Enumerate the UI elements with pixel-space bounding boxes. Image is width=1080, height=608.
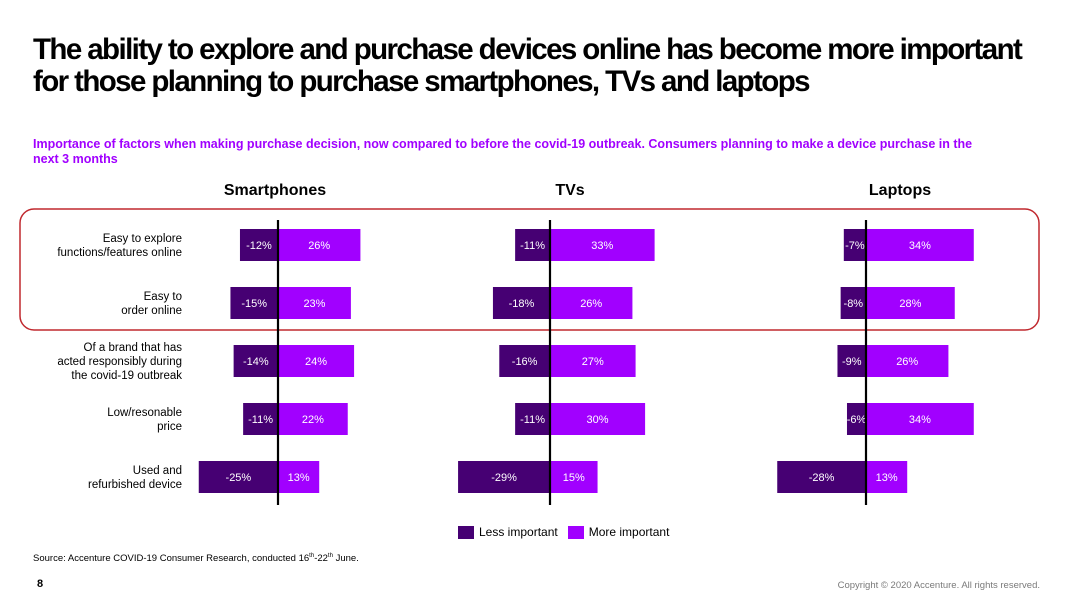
bar-more [866, 461, 908, 493]
legend-swatch-less [458, 525, 474, 539]
bar-less [492, 287, 550, 319]
bar-more [866, 229, 974, 261]
bar-less-label: -29% [491, 472, 517, 484]
bar-less [243, 403, 278, 435]
bar-less-label: -25% [226, 472, 252, 484]
bar-more-label: 26% [580, 298, 602, 310]
chart-legend: Less important More important [458, 525, 679, 539]
bar-more-label: 33% [591, 240, 613, 252]
bar-less [837, 345, 866, 377]
source-middle: -22 [314, 553, 328, 565]
bar-less [843, 229, 866, 261]
legend-label-less: Less important [479, 525, 558, 539]
bar-more-label: 34% [909, 240, 931, 252]
bar-more-label: 26% [896, 356, 918, 368]
source-sup-1: th [309, 553, 315, 559]
bar-less [499, 345, 550, 377]
bar-more [278, 345, 355, 377]
bar-more-label: 23% [303, 298, 325, 310]
bar-more [550, 403, 646, 435]
bar-more [278, 229, 361, 261]
bar-less [515, 403, 550, 435]
bar-less [233, 345, 278, 377]
bar-less-label: -18% [509, 298, 535, 310]
bar-more [278, 461, 320, 493]
source-sup-2: th [327, 553, 333, 559]
panel-title: TVs [555, 182, 584, 199]
bar-more [866, 345, 949, 377]
category-label: Easy to explore functions/features online [57, 233, 182, 259]
bar-less [840, 287, 866, 319]
panel-title: Laptops [869, 182, 931, 199]
legend-item-less: Less important [458, 525, 558, 539]
bar-more-label: 27% [582, 356, 604, 368]
bar-more [550, 229, 655, 261]
category-label: Used and refurbished device [88, 465, 182, 491]
diverging-bar-chart: Easy to explore functions/features online… [19, 182, 1040, 505]
bar-less [458, 461, 550, 493]
highlight-box [19, 208, 1040, 331]
category-label: Low/resonable price [107, 407, 182, 433]
bar-less-label: -12% [246, 240, 272, 252]
bar-less [239, 229, 278, 261]
source-note: Source: Accenture COVID-19 Consumer Rese… [33, 553, 359, 564]
bar-more [550, 345, 636, 377]
bar-more-label: 22% [302, 414, 324, 426]
bar-more [278, 287, 351, 319]
bar-less-label: -9% [842, 356, 862, 368]
bar-less [777, 461, 866, 493]
source-prefix: Source: Accenture COVID-19 Consumer Rese… [33, 553, 310, 565]
page-number: 8 [37, 578, 44, 590]
bar-more [278, 403, 348, 435]
bar-less-label: -6% [847, 414, 867, 426]
bar-more [550, 461, 598, 493]
bar-more-label: 24% [305, 356, 327, 368]
page-title: The ability to explore and purchase devi… [33, 33, 1023, 98]
bar-less-label: -28% [809, 472, 835, 484]
category-label: Easy to order online [121, 291, 182, 317]
bar-more [866, 287, 955, 319]
bar-more-label: 34% [909, 414, 931, 426]
bar-more-label: 13% [288, 472, 310, 484]
bar-more [550, 287, 633, 319]
bar-more-label: 15% [563, 472, 585, 484]
bar-more-label: 26% [308, 240, 330, 252]
bar-more [866, 403, 974, 435]
bar-less-label: -15% [241, 298, 267, 310]
legend-label-more: More important [588, 525, 670, 539]
bar-less-label: -11% [520, 240, 545, 252]
chart-subtitle: Importance of factors when making purcha… [33, 137, 973, 166]
legend-swatch-more [567, 525, 584, 539]
bar-less [230, 287, 278, 319]
bar-less-label: -11% [520, 414, 545, 426]
bar-less [846, 403, 866, 435]
bar-less-label: -7% [845, 240, 865, 252]
bar-more-label: 30% [587, 414, 609, 426]
panel-title: Smartphones [224, 182, 326, 199]
bar-less [198, 461, 278, 493]
source-suffix: June. [332, 553, 359, 565]
bar-more-label: 13% [876, 472, 898, 484]
bar-less [515, 229, 550, 261]
copyright-text: Copyright © 2020 Accenture. All rights r… [837, 580, 1040, 591]
bar-less-label: -8% [844, 298, 864, 310]
bar-less-label: -11% [248, 414, 273, 426]
bar-less-label: -16% [512, 356, 538, 368]
category-label: Of a brand that has acted responsibly dur… [57, 342, 182, 382]
legend-item-more: More important [567, 525, 670, 539]
bar-less-label: -14% [243, 356, 269, 368]
bar-more-label: 28% [899, 298, 921, 310]
